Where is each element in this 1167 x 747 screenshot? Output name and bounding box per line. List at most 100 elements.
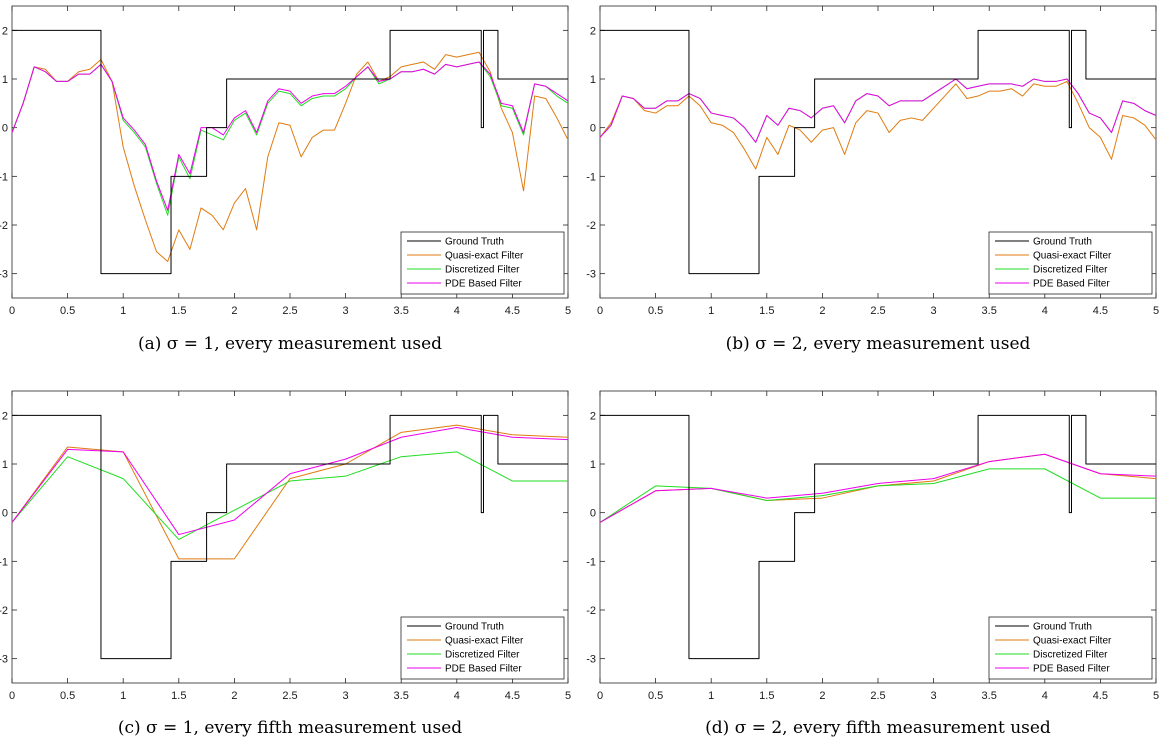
x-tick-label: 3.5 bbox=[982, 690, 997, 702]
y-tick-label: 0 bbox=[590, 508, 596, 520]
x-tick-label: 0 bbox=[597, 690, 603, 702]
legend-label: PDE Based Filter bbox=[1033, 279, 1110, 290]
x-tick-label: 4 bbox=[1042, 690, 1048, 702]
series-line-quasi-exact-filter bbox=[11, 424, 569, 560]
legend-label: Ground Truth bbox=[1033, 622, 1092, 633]
series-line-quasi-exact-filter bbox=[11, 51, 569, 262]
x-tick-label: 2 bbox=[231, 690, 237, 702]
legend-box bbox=[988, 231, 1153, 295]
y-tick-label: 1 bbox=[590, 459, 596, 471]
series-line-quasi-exact-filter bbox=[599, 80, 1157, 170]
panel-b: 0 0.5 1 1.5 2 2.5 3 3.5 4 4.5 5 -3 -2 -1 0 1 2 Ground Tru… bbox=[586, 0, 1163, 325]
legend-label: Quasi-exact Filter bbox=[445, 636, 524, 647]
x-tick-label: 2.5 bbox=[282, 690, 297, 702]
series-line-ground-truth bbox=[12, 414, 568, 660]
caption-a: (a) σ = 1, every measurement used bbox=[137, 334, 443, 354]
y-tick-label: -1 bbox=[0, 171, 8, 183]
legend-label: Quasi-exact Filter bbox=[1033, 636, 1112, 647]
y-tick-label: 1 bbox=[2, 74, 8, 86]
y-tick-label: 1 bbox=[2, 459, 8, 471]
y-tick-label: 1 bbox=[590, 74, 596, 86]
x-tick-label: 2.5 bbox=[870, 305, 885, 317]
x-tick-label: 4.5 bbox=[1093, 305, 1108, 317]
y-tick-label: 0 bbox=[2, 123, 8, 135]
series-line-ground-truth bbox=[600, 29, 1156, 275]
series-line-discretized-filter bbox=[11, 61, 569, 216]
x-tick-label: 5 bbox=[565, 690, 571, 702]
legend: Ground Truth Quasi-exact Filter Discretize… bbox=[400, 231, 565, 295]
x-tick-label: 3 bbox=[343, 305, 349, 317]
panel-a: 0 0.5 1 1.5 2 2.5 3 3.5 4 4.5 5 -3 -2 -1 0 1 2 Ground Tru… bbox=[0, 0, 575, 325]
x-tick-label: 4 bbox=[454, 690, 460, 702]
y-tick-label: -3 bbox=[0, 654, 8, 666]
series-line-discretized-filter bbox=[599, 78, 1157, 143]
x-tick-label: 2.5 bbox=[870, 690, 885, 702]
legend-label: Quasi-exact Filter bbox=[445, 251, 524, 262]
legend-label: Quasi-exact Filter bbox=[1033, 251, 1112, 262]
legend-label: PDE Based Filter bbox=[1033, 664, 1110, 675]
y-tick-label: -1 bbox=[586, 171, 596, 183]
series-line-pde-based-filter bbox=[599, 78, 1157, 143]
legend-label: Ground Truth bbox=[445, 622, 504, 633]
y-tick-label: 2 bbox=[2, 25, 8, 37]
x-tick-label: 2 bbox=[231, 305, 237, 317]
legend-label: Discretized Filter bbox=[1033, 265, 1108, 276]
y-tick-label: 0 bbox=[590, 123, 596, 135]
series-line-pde-based-filter bbox=[11, 427, 569, 536]
x-tick-label: 3.5 bbox=[982, 305, 997, 317]
y-tick-label: -2 bbox=[586, 220, 596, 232]
x-tick-label: 0.5 bbox=[648, 690, 663, 702]
caption-c: (c) σ = 1, every fifth measurement used bbox=[117, 718, 463, 738]
x-tick-label: 4 bbox=[1042, 305, 1048, 317]
legend-label: PDE Based Filter bbox=[445, 279, 522, 290]
x-tick-label: 1.5 bbox=[171, 305, 186, 317]
y-tick-label: -3 bbox=[586, 269, 596, 281]
series-line-discretized-filter bbox=[11, 451, 568, 540]
x-tick-label: 3.5 bbox=[394, 305, 409, 317]
legend-box bbox=[988, 616, 1153, 680]
series-line-discretized-filter bbox=[599, 468, 1156, 523]
x-tick-label: 1.5 bbox=[759, 690, 774, 702]
chart-c: 0 0.5 1 1.5 2 2.5 3 3.5 4 4.5 5 -3 -2 -1 0 1 2 Ground Tru… bbox=[0, 390, 571, 702]
y-tick-label: 2 bbox=[590, 410, 596, 422]
y-tick-label: 2 bbox=[590, 25, 596, 37]
x-tick-label: 4.5 bbox=[505, 690, 520, 702]
y-tick-label: -2 bbox=[0, 605, 8, 617]
x-tick-label: 5 bbox=[1153, 690, 1159, 702]
legend: Ground Truth Quasi-exact Filter Discretize… bbox=[400, 616, 565, 680]
y-tick-label: -3 bbox=[0, 269, 8, 281]
legend-label: Ground Truth bbox=[1033, 237, 1092, 248]
x-tick-label: 1 bbox=[708, 305, 714, 317]
x-tick-label: 2.5 bbox=[282, 305, 297, 317]
x-tick-label: 0 bbox=[9, 690, 15, 702]
x-tick-label: 0.5 bbox=[60, 305, 75, 317]
y-tick-label: 0 bbox=[2, 508, 8, 520]
x-tick-label: 1 bbox=[708, 690, 714, 702]
series-line-pde-based-filter bbox=[11, 61, 569, 211]
x-tick-label: 5 bbox=[1153, 305, 1159, 317]
x-tick-label: 3.5 bbox=[394, 690, 409, 702]
x-tick-label: 1 bbox=[120, 690, 126, 702]
chart-a: 0 0.5 1 1.5 2 2.5 3 3.5 4 4.5 5 -3 -2 -1 0 1 2 Ground Tru… bbox=[0, 5, 571, 317]
x-tick-label: 5 bbox=[565, 305, 571, 317]
series-line-ground-truth bbox=[12, 29, 568, 275]
panel-d: 0 0.5 1 1.5 2 2.5 3 3.5 4 4.5 5 -3 -2 -1 0 1 2 Ground Tru… bbox=[586, 385, 1163, 710]
legend-box bbox=[400, 231, 565, 295]
chart-d: 0 0.5 1 1.5 2 2.5 3 3.5 4 4.5 5 -3 -2 -1 0 1 2 Ground Tru… bbox=[586, 390, 1159, 702]
x-tick-label: 2 bbox=[819, 305, 825, 317]
legend: Ground Truth Quasi-exact Filter Discretize… bbox=[988, 616, 1153, 680]
y-tick-label: -1 bbox=[586, 556, 596, 568]
x-tick-label: 4.5 bbox=[505, 305, 520, 317]
legend-label: Discretized Filter bbox=[1033, 650, 1108, 661]
legend-label: PDE Based Filter bbox=[445, 664, 522, 675]
x-tick-label: 0.5 bbox=[648, 305, 663, 317]
series-line-ground-truth bbox=[600, 414, 1156, 660]
legend-label: Ground Truth bbox=[445, 237, 504, 248]
chart-b: 0 0.5 1 1.5 2 2.5 3 3.5 4 4.5 5 -3 -2 -1 0 1 2 Ground Tru… bbox=[586, 5, 1159, 317]
y-tick-label: -3 bbox=[586, 654, 596, 666]
x-tick-label: 0 bbox=[9, 305, 15, 317]
panel-c: 0 0.5 1 1.5 2 2.5 3 3.5 4 4.5 5 -3 -2 -1 0 1 2 Ground Tru… bbox=[0, 385, 575, 710]
x-tick-label: 1.5 bbox=[759, 305, 774, 317]
x-tick-label: 3 bbox=[343, 690, 349, 702]
y-tick-label: -2 bbox=[586, 605, 596, 617]
